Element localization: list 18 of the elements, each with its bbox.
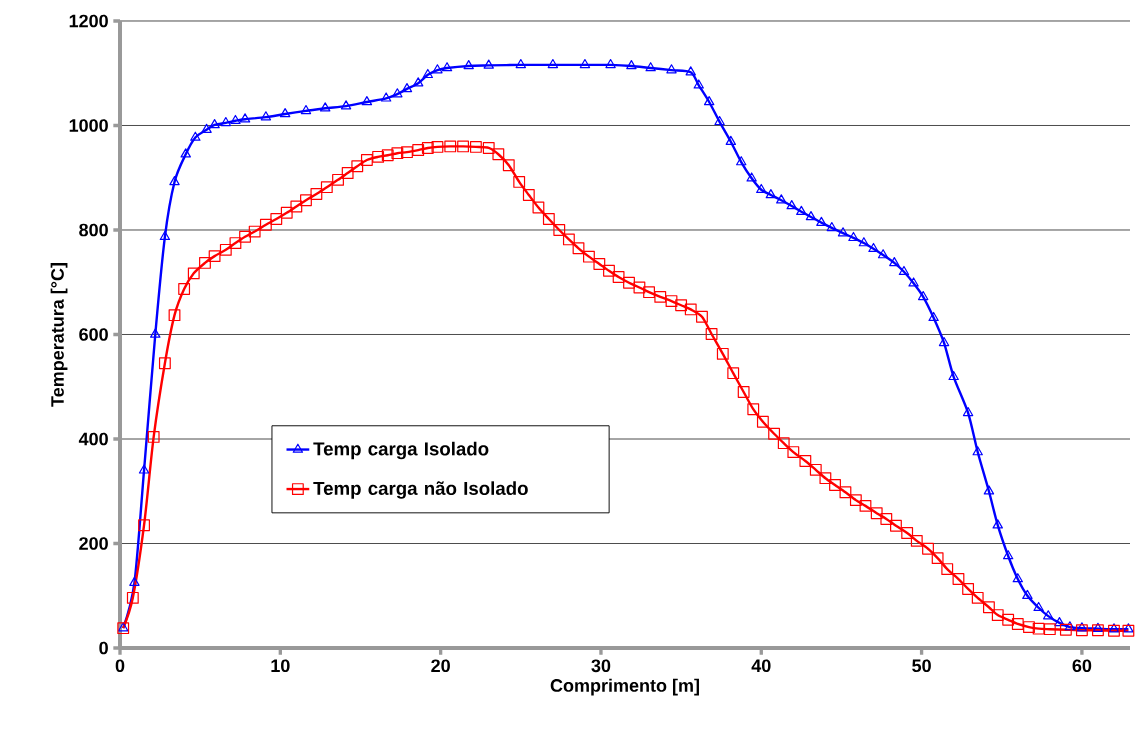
x-tick-label: 0 bbox=[115, 659, 125, 673]
y-tick-label: 200 bbox=[79, 537, 108, 550]
x-tick-label: 60 bbox=[1072, 659, 1092, 673]
y-tick-label: 0 bbox=[99, 641, 108, 655]
y-tick-label: 400 bbox=[78, 432, 108, 446]
x-axis-title: Comprimento [m] bbox=[550, 678, 699, 696]
x-tick-label: 40 bbox=[751, 659, 771, 673]
y-tick-label: 800 bbox=[79, 223, 108, 237]
x-tick-label: 50 bbox=[912, 659, 931, 673]
y-tick-label: 1200 bbox=[69, 14, 108, 28]
y-axis-title: Temperatura [°C] bbox=[50, 263, 68, 407]
x-tick-label: 20 bbox=[431, 659, 450, 673]
x-tick-label: 30 bbox=[591, 659, 611, 673]
y-tick-label: 1000 bbox=[69, 119, 108, 132]
x-tick-label: 10 bbox=[271, 659, 290, 673]
legend-label: Temp carga Isolado bbox=[313, 441, 489, 460]
legend-label: Temp carga não Isolado bbox=[313, 481, 528, 499]
y-tick-label: 600 bbox=[79, 328, 108, 341]
